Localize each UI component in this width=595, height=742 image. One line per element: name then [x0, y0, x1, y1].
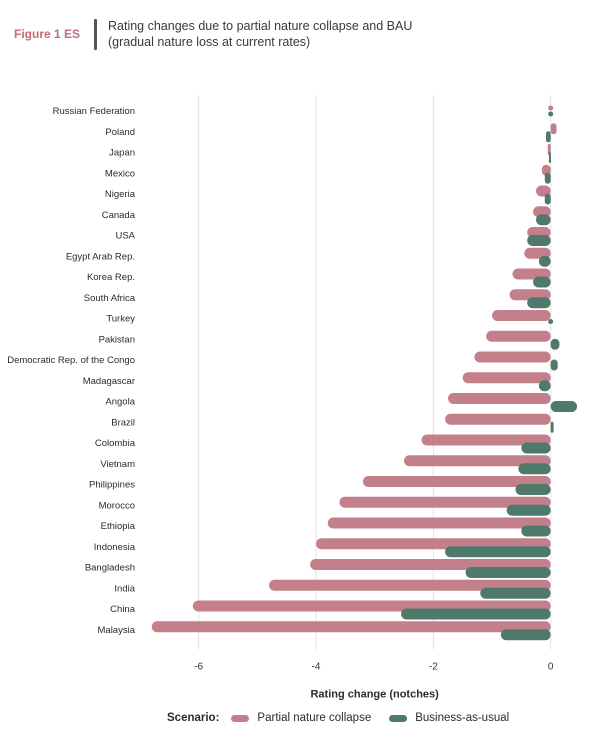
bar-bau [521, 525, 551, 537]
bar-partial [362, 476, 551, 487]
bar-bau [538, 380, 551, 392]
bar-bau [401, 608, 551, 620]
category-label: Turkey [106, 314, 135, 325]
category-label: Angola [105, 397, 135, 408]
bar-bau [550, 359, 558, 371]
x-tick-label: 0 [548, 662, 554, 673]
bar-bau [548, 152, 551, 163]
category-label: Canada [102, 210, 136, 221]
category-label: USA [115, 231, 135, 242]
bar-bau [550, 421, 554, 433]
figure-title: Rating changes due to partial nature col… [108, 18, 578, 50]
legend-item-partial: Partial nature collapse [231, 712, 371, 724]
bar-bau [545, 131, 551, 143]
category-label: China [110, 604, 136, 615]
legend-label-bau: Business-as-usual [415, 712, 510, 724]
legend-title: Scenario: [167, 712, 220, 724]
bar-bau [515, 484, 551, 495]
figure-title-line2: (gradual nature loss at current rates) [108, 35, 311, 49]
category-label: Russian Federation [53, 106, 135, 117]
category-label: Philippines [89, 480, 135, 491]
bar-bau [518, 463, 551, 475]
bar-bau [550, 338, 560, 350]
bar-bau [533, 276, 551, 288]
category-label: Indonesia [94, 542, 136, 553]
bar-partial [448, 393, 551, 404]
bar-partial [550, 123, 557, 135]
bar-partial [486, 330, 551, 342]
category-label: Nigeria [105, 189, 136, 200]
bar-bau [536, 214, 551, 226]
legend-item-bau: Business-as-usual [389, 712, 509, 724]
bar-bau [538, 255, 551, 267]
category-label: Ethiopia [101, 521, 136, 532]
bar-bau [465, 567, 551, 578]
x-tick-label: -6 [194, 662, 203, 673]
x-axis-label: Rating change (notches) [310, 689, 439, 701]
category-label: Pakistan [99, 334, 135, 345]
category-label: Malaysia [98, 625, 136, 636]
bar [548, 105, 554, 111]
bar [548, 319, 554, 324]
x-tick-label: -4 [312, 662, 321, 673]
bar-bau [544, 172, 551, 184]
bar-partial [474, 351, 551, 363]
category-label: Brazil [111, 417, 135, 428]
category-label: India [114, 583, 135, 594]
bar-partial [404, 455, 551, 467]
category-label: Egypt Arab Rep. [66, 251, 135, 262]
bar [548, 111, 554, 117]
bar-partial [445, 413, 551, 425]
bar-partial [421, 434, 551, 446]
bar-partial [492, 310, 551, 321]
title-divider [94, 19, 97, 50]
category-label: Mexico [105, 168, 135, 179]
bar-partial [462, 372, 551, 384]
bar-bau [480, 587, 551, 599]
bar-partial [269, 579, 551, 591]
bar-bau [445, 546, 551, 558]
x-tick-label: -2 [429, 662, 438, 673]
category-label: Democratic Rep. of the Congo [7, 355, 135, 366]
figure-label: Figure 1 ES [14, 27, 81, 41]
bar-bau [527, 235, 551, 246]
bar-partial [151, 621, 551, 633]
legend: Scenario: Partial nature collapse Busine… [167, 712, 527, 724]
category-label: Japan [109, 148, 135, 159]
figure-header: Figure 1 ES Rating changes due to partia… [14, 18, 584, 54]
legend-swatch-bau [389, 714, 408, 722]
figure-title-line1: Rating changes due to partial nature col… [108, 19, 413, 33]
category-label: Poland [105, 127, 135, 138]
category-label: Vietnam [100, 459, 135, 470]
bar-partial [327, 517, 551, 529]
category-label: Colombia [95, 438, 136, 449]
bar-bau [550, 401, 578, 412]
bar-bau [521, 442, 551, 454]
bar-bau [506, 504, 551, 516]
category-label: Madagascar [83, 376, 135, 387]
legend-label-partial: Partial nature collapse [257, 712, 372, 724]
category-label: Morocco [99, 500, 135, 511]
bar-chart: -6 -4 -2 0 Russian Federation Poland Japan Mexi… [7, 95, 578, 701]
bar-bau [544, 193, 551, 205]
category-label: South Africa [84, 293, 136, 304]
bar-partial [339, 496, 551, 508]
legend-swatch-partial [231, 714, 250, 722]
category-label: Bangladesh [85, 563, 135, 574]
bar-bau [527, 297, 551, 309]
bar-bau [500, 629, 551, 641]
category-label: Korea Rep. [87, 272, 135, 283]
